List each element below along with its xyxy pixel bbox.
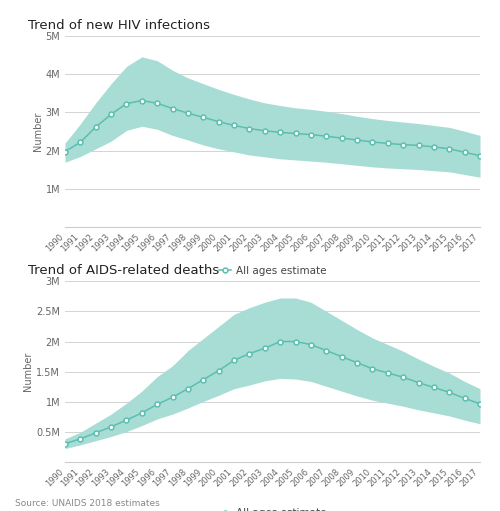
Text: Source: UNAIDS 2018 estimates: Source: UNAIDS 2018 estimates xyxy=(15,499,160,508)
Text: Trend of new HIV infections: Trend of new HIV infections xyxy=(28,19,210,32)
Text: Trend of AIDS-related deaths: Trend of AIDS-related deaths xyxy=(28,264,219,277)
Y-axis label: Number: Number xyxy=(24,352,34,391)
Y-axis label: Number: Number xyxy=(32,112,42,151)
Legend: All ages estimate: All ages estimate xyxy=(215,504,330,511)
Legend: All ages estimate: All ages estimate xyxy=(215,261,330,280)
